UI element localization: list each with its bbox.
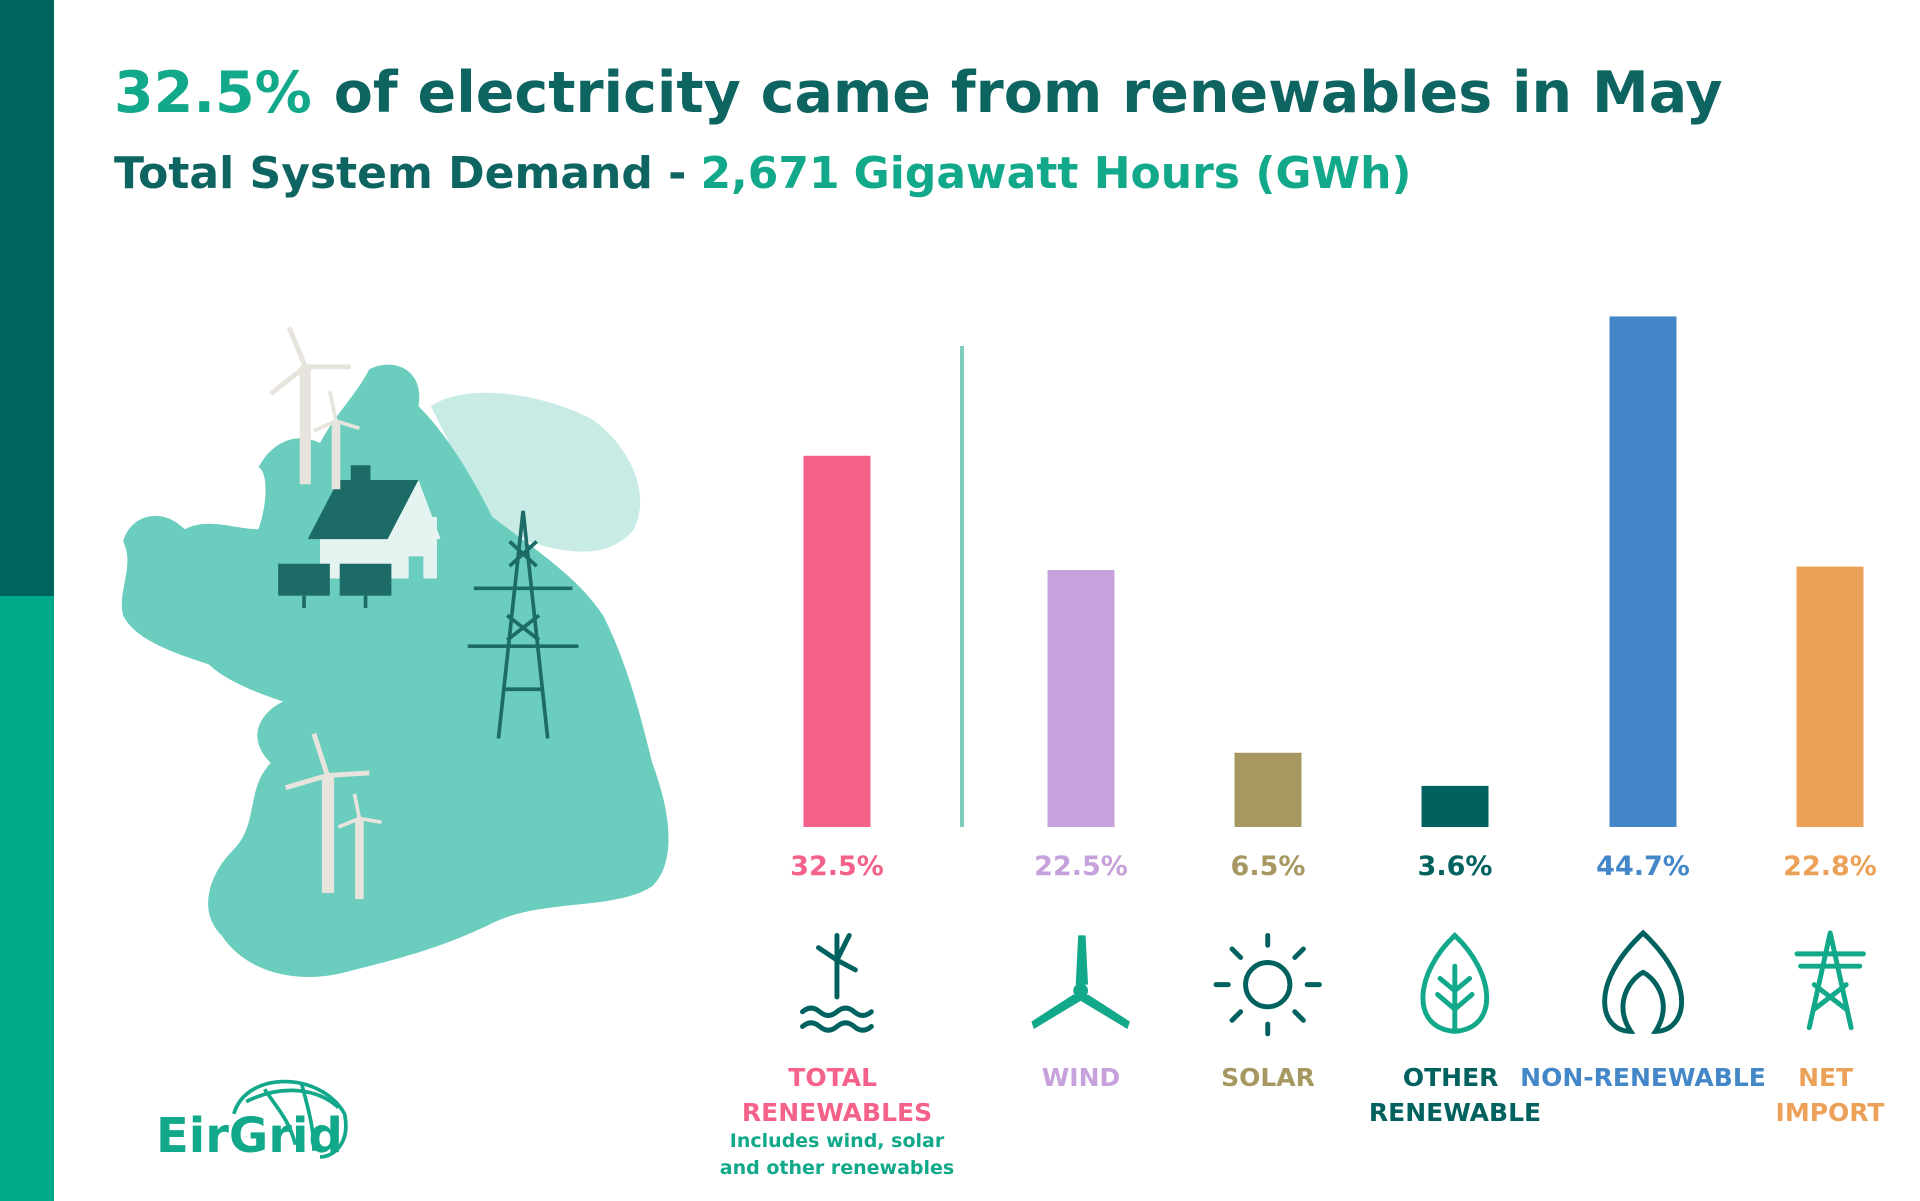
turbines [269, 326, 382, 900]
stripe-top [0, 0, 54, 596]
bar [1234, 752, 1302, 827]
category-label: TOTAL RENEWABLES [742, 1063, 932, 1127]
illustration [121, 326, 1866, 1159]
category-label: WIND [1042, 1063, 1121, 1092]
subtitle-text: Total System Demand - [114, 148, 686, 199]
bar [1796, 566, 1864, 827]
title: 32.5% of electricity came from renewables… [114, 60, 1723, 126]
value-label: 32.5% [790, 851, 884, 882]
bar [1609, 316, 1677, 827]
pylon [467, 510, 579, 739]
icons [800, 929, 1866, 1037]
bar [1047, 570, 1115, 827]
demand-unit: Gigawatt Hours (GWh) [854, 148, 1412, 199]
logo-arcs [232, 1079, 348, 1159]
bar [1421, 785, 1489, 827]
subtitle: Total System Demand - 2,671 Gigawatt Hours… [114, 148, 1412, 199]
value-label: 44.7% [1596, 851, 1690, 882]
house [278, 465, 441, 609]
category-label: SOLAR [1221, 1063, 1315, 1092]
stripe-bottom [0, 596, 54, 1201]
category-label: NET IMPORT [1776, 1063, 1885, 1127]
category-label: NON-RENEWABLE [1520, 1063, 1766, 1092]
title-text: of electricity came from renewables in M… [334, 60, 1723, 126]
map-north [430, 392, 641, 552]
value-label: 22.8% [1783, 851, 1877, 882]
bar [803, 455, 871, 827]
category-label: OTHER RENEWABLE [1369, 1063, 1541, 1127]
category-note: Includes wind, solar and other renewable… [719, 1130, 955, 1179]
value-label: 6.5% [1231, 851, 1306, 882]
demand-value: 2,671 [700, 148, 839, 199]
title-highlight: 32.5% [114, 60, 312, 126]
logo-text: EirGrid [156, 1108, 343, 1164]
map-ireland [121, 364, 669, 977]
value-label: 3.6% [1418, 851, 1493, 882]
value-label: 22.5% [1034, 851, 1128, 882]
